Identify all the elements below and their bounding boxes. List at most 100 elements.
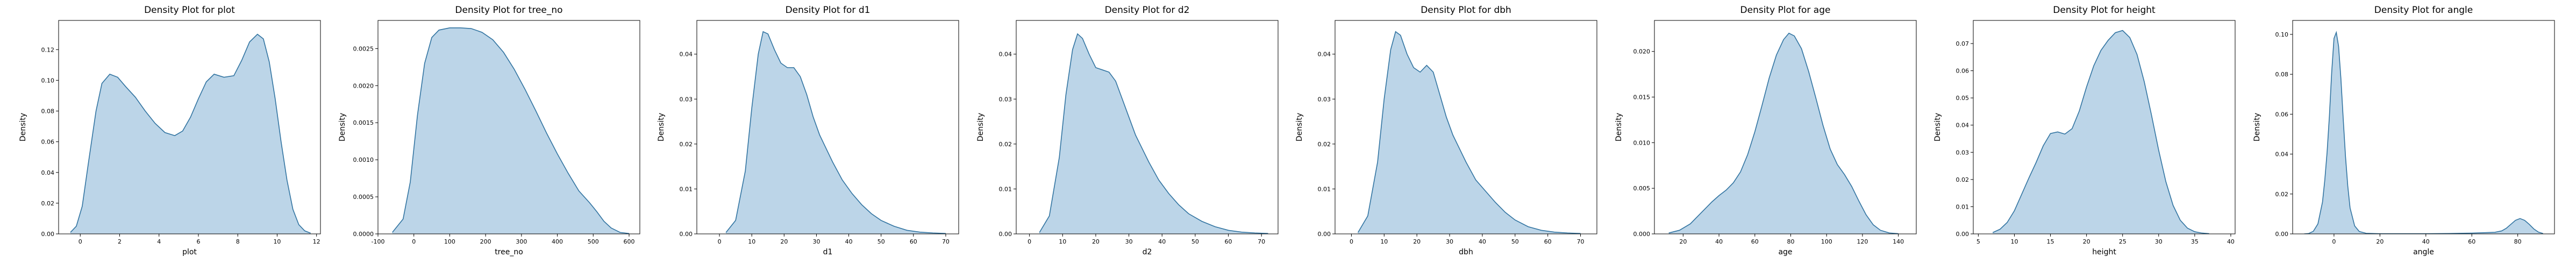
density-area [2304,32,2543,234]
y-axis-label: Density [19,113,27,141]
y-tick-label: 0.10 [2275,31,2289,38]
x-tick-label: 5 [1976,238,1980,245]
chart-panel: 0 20 40 60 80 0.00 0.02 0.04 0.06 0.08 0.10 Density… [2253,5,2555,256]
x-tick-label: 50 [1191,238,1199,245]
y-tick-label: 0.08 [41,108,55,115]
density-area [70,34,311,234]
density-line [70,33,311,234]
axes-frame [377,20,640,234]
density-area [1039,34,1268,234]
y-tick-label: 0.02 [2275,191,2289,198]
x-tick-label: 0 [412,238,416,245]
x-tick-label: -100 [372,238,385,245]
chart-panel: 0 10 20 30 40 50 60 70 0.00 0.01 0.02 0.03 0.04 Densi… [976,5,1279,256]
y-tick-label: 0.12 [41,46,55,53]
y-tick-label: 0.0025 [353,45,374,52]
y-tick-label: 0.04 [41,169,55,176]
axes-frame [1335,20,1597,234]
x-tick-label: 60 [1544,238,1552,245]
y-tick-label: 0.0010 [353,156,374,163]
chart-title: Density Plot for height [2053,5,2156,16]
x-tick-label: 6 [196,238,200,245]
y-tick-label: 0.06 [41,139,55,146]
x-axis-label: tree_no [495,248,523,256]
chart-panel: 20 40 60 80 100 120 140 0.000 0.005 0.010 0.015 0.0… [1615,5,1917,256]
y-tick-label: 0.02 [999,141,1012,148]
x-tick-label: 100 [444,238,455,245]
y-tick-label: 0.0005 [353,194,374,201]
y-axis-label: Density [1933,113,1942,141]
chart-title: Density Plot for age [1740,5,1831,16]
density-area [1668,33,1899,234]
x-tick-label: 200 [480,238,491,245]
y-tick-label: 0.06 [1956,68,1970,75]
x-tick-label: 10 [1059,238,1066,245]
chart-title: Density Plot for dbh [1421,5,1511,16]
y-tick-label: 0.07 [1956,40,1970,47]
chart-panel: 5 10 15 20 25 30 35 40 0.00 0.01 0.02 0.03 0.04 0.05 0… [1933,5,2236,256]
x-tick-label: 0 [1027,238,1031,245]
x-tick-label: 10 [1380,238,1388,245]
x-tick-label: 30 [812,238,820,245]
x-tick-label: 10 [273,238,281,245]
y-axis-label: Density [1295,113,1304,141]
x-tick-label: 60 [1751,238,1759,245]
axes-frame [58,20,321,234]
density-line [1357,31,1581,234]
y-tick-label: 0.02 [41,200,55,207]
y-tick-label: 0.0015 [353,119,374,126]
x-tick-label: 140 [1893,238,1904,245]
x-tick-label: 120 [1857,238,1868,245]
chart-title: Density Plot for tree_no [455,5,562,16]
y-tick-label: 0.04 [1318,51,1331,58]
x-tick-label: 40 [1158,238,1166,245]
y-tick-label: 0.010 [1633,139,1651,146]
x-axis-label: height [2092,248,2116,256]
y-axis-label: Density [657,113,666,141]
density-area [726,31,946,234]
x-tick-label: 70 [1258,238,1265,245]
density-line [1039,33,1268,234]
y-axis-label: Density [976,113,985,141]
density-line [1668,32,1899,234]
y-tick-label: 0.0020 [353,82,374,89]
x-tick-label: 35 [2191,238,2199,245]
x-axis-label: dbh [1459,248,1473,256]
axes-frame [2292,20,2555,234]
x-tick-label: 12 [313,238,320,245]
y-tick-label: 0.02 [1318,141,1331,148]
density-line [392,27,630,234]
chart-panel: 0 10 20 30 40 50 60 70 0.00 0.01 0.02 0.03 0.04 Densi… [1295,5,1597,256]
y-tick-label: 0.020 [1633,48,1651,55]
x-tick-label: 25 [2119,238,2127,245]
y-tick-label: 0.01 [1318,185,1331,192]
x-tick-label: 2 [118,238,122,245]
y-tick-label: 0.00 [1318,231,1331,238]
y-tick-label: 0.04 [680,51,693,58]
x-tick-label: 0 [1350,238,1353,245]
y-tick-label: 0.00 [680,231,693,238]
x-axis-label: d1 [823,248,833,256]
x-tick-label: 20 [2083,238,2090,245]
x-tick-label: 40 [845,238,853,245]
x-tick-label: 60 [2468,238,2475,245]
y-tick-label: 0.00 [41,231,55,238]
x-tick-label: 10 [748,238,755,245]
y-tick-label: 0.03 [1956,149,1970,156]
density-area [1358,31,1581,234]
y-tick-label: 0.04 [2275,151,2289,158]
axes-frame [1973,20,2236,234]
y-tick-label: 0.01 [680,185,693,192]
x-tick-label: 30 [2155,238,2163,245]
density-area [1993,30,2209,234]
y-tick-label: 0.00 [1956,231,1970,238]
x-tick-label: 30 [1446,238,1453,245]
y-tick-label: 0.00 [999,231,1012,238]
x-tick-label: 0 [718,238,722,245]
y-tick-label: 0.04 [1956,122,1970,129]
x-tick-label: 80 [1787,238,1795,245]
y-tick-label: 0.03 [999,96,1012,103]
y-tick-label: 0.03 [680,96,693,103]
y-axis-label: Density [338,113,347,141]
